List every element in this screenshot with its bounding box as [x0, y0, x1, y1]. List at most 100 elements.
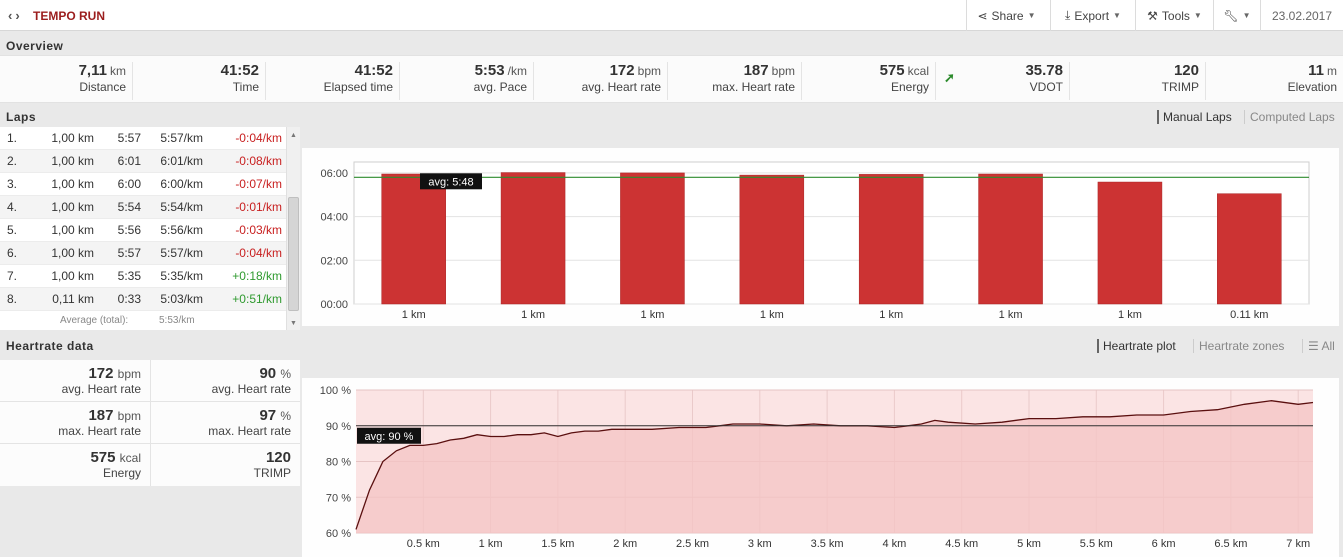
lap-pace-diff: -0:03/km [235, 223, 282, 237]
tools-button[interactable]: ⚒ Tools ▼ [1135, 0, 1213, 31]
value: 172 [88, 365, 114, 382]
plot-area [353, 161, 1310, 305]
lap-bar [500, 172, 566, 305]
lap-distance: 1,00 km [51, 246, 94, 260]
y-tick-label: 80 % [326, 457, 351, 469]
overview-vdot: 35.78 VDOT [936, 62, 1070, 100]
lap-index: 4. [7, 200, 18, 214]
overview-panel: 7,11 km Distance 41:52 Time 41:52 Elapse… [0, 55, 1343, 103]
scroll-down-icon[interactable]: ▼ [290, 320, 297, 327]
lap-row[interactable]: 7. 1,00 km 5:35 5:35/km +0:18/km [0, 265, 286, 288]
heartrate-zones-toggle[interactable]: Heartrate zones [1193, 339, 1284, 353]
label: VDOT [1029, 80, 1063, 94]
chevron-down-icon: ▼ [1242, 11, 1251, 20]
x-tick-label: 1.5 km [541, 538, 574, 550]
lap-pace-diff: -0:01/km [235, 200, 282, 214]
scroll-thumb[interactable] [288, 197, 299, 311]
unit: % [280, 409, 291, 423]
lap-distance: 1,00 km [51, 177, 94, 191]
y-tick-label: 60 % [326, 528, 351, 540]
hr-avg-percent: 90 % avg. Heart rate [150, 360, 300, 402]
x-tick-label: 0.11 km [1230, 309, 1268, 321]
x-tick-label: 7 km [1286, 538, 1310, 550]
unit: /km [507, 64, 527, 78]
lap-index: 2. [7, 154, 18, 168]
lap-row[interactable]: 3. 1,00 km 6:00 6:00/km -0:07/km [0, 173, 286, 196]
unit: m [1327, 64, 1337, 78]
lap-distance: 1,00 km [51, 131, 94, 145]
lap-bar [739, 174, 805, 305]
lap-distance: 0,11 km [52, 292, 94, 306]
computed-laps-toggle[interactable]: Computed Laps [1244, 110, 1335, 124]
label: TRIMP [253, 466, 291, 480]
lap-row[interactable]: 6. 1,00 km 5:57 5:57/km -0:04/km [0, 242, 286, 265]
value: 90 [259, 365, 277, 382]
value: 41:52 [354, 62, 393, 79]
laps-scrollbar[interactable]: ▲ ▼ [286, 127, 300, 330]
label: Elapsed time [323, 80, 393, 94]
overview-distance: 7,11 km Distance [0, 62, 133, 100]
x-tick-label: 4.5 km [945, 538, 978, 550]
lap-distance: 1,00 km [51, 154, 94, 168]
label: Time [232, 80, 259, 94]
y-tick-label: 90 % [326, 421, 351, 433]
lap-index: 7. [7, 269, 18, 283]
heartrate-area-chart: 0.5 km 1 km 1.5 km 2 km 2.5 km 3 km 3.5 km 4 km… [320, 385, 1314, 550]
average-label: avg: 90 % [365, 431, 414, 443]
scroll-up-icon[interactable]: ▲ [290, 132, 297, 139]
average-label: avg: 5:48 [428, 176, 473, 188]
lap-time: 5:35 [117, 269, 141, 283]
unit: kcal [119, 451, 141, 465]
lap-row[interactable]: 4. 1,00 km 5:54 5:54/km -0:01/km [0, 196, 286, 219]
heartrate-area [356, 400, 1313, 533]
lap-time: 5:57 [117, 131, 141, 145]
lap-pace-diff: +0:18/km [232, 269, 282, 283]
overview-avg-heart-rate: 172 bpm avg. Heart rate [534, 62, 668, 100]
lap-pace-diff: -0:04/km [235, 131, 282, 145]
lap-pace-diff: +0:51/km [232, 292, 282, 306]
lap-bar [1097, 181, 1163, 305]
share-button[interactable]: ⋖ Share ▼ [966, 0, 1046, 31]
value: 575 [879, 62, 905, 79]
x-tick-label: 4 km [882, 538, 906, 550]
lap-bar [858, 174, 924, 305]
x-tick-label: 5.5 km [1080, 538, 1113, 550]
lap-bar [620, 172, 685, 305]
lap-row[interactable]: 1. 1,00 km 5:57 5:57/km -0:04/km [0, 127, 286, 150]
x-tick-label: 3 km [748, 538, 772, 550]
hr-divider [150, 360, 151, 486]
hr-max-percent: 97 % max. Heart rate [150, 402, 300, 444]
heartrate-title: Heartrate data [6, 339, 94, 353]
wrench-menu-button[interactable]: 🔧︎ ▼ [1213, 0, 1260, 31]
manual-laps-toggle[interactable]: Manual Laps [1157, 110, 1232, 124]
magic-wand-icon: ⚒ [1147, 8, 1158, 23]
laps-chart-container: 00:00 02:00 04:00 06:00 1 km 1 km 1 km 1 km 1 km… [302, 148, 1339, 326]
overview-avg-pace: 5:53 /km avg. Pace [400, 62, 534, 100]
lap-distance: 1,00 km [51, 269, 94, 283]
lap-row[interactable]: 5. 1,00 km 5:56 5:56/km -0:03/km [0, 219, 286, 242]
value: 41:52 [220, 62, 259, 79]
laps-title: Laps [6, 110, 37, 124]
heartrate-plot-toggle[interactable]: Heartrate plot [1097, 339, 1176, 353]
lap-index: 6. [7, 246, 18, 260]
unit: bpm [117, 409, 141, 423]
hr-avg-bpm: 172 bpm avg. Heart rate [0, 360, 150, 402]
export-button[interactable]: ⤓ Export ▼ [1050, 0, 1135, 31]
export-label: Export [1074, 8, 1110, 23]
lap-index: 3. [7, 177, 18, 191]
label: avg. Heart rate [581, 80, 661, 94]
lap-row[interactable]: 8. 0,11 km 0:33 5:03/km +0:51/km [0, 288, 286, 311]
lap-time: 6:00 [117, 177, 141, 191]
heartrate-all-toggle[interactable]: ☰ All [1302, 339, 1335, 353]
prev-next-arrows-icon[interactable]: ‹› [8, 8, 23, 23]
activity-date: 23.02.2017 [1260, 0, 1343, 31]
y-tick-label: 04:00 [320, 212, 348, 224]
lap-index: 8. [7, 292, 18, 306]
lap-row[interactable]: 2. 1,00 km 6:01 6:01/km -0:08/km [0, 150, 286, 173]
lap-pace: 5:57/km [160, 246, 203, 260]
x-tick-label: 1 km [521, 309, 545, 321]
laps-average-value: 5:53/km [159, 315, 195, 326]
lap-pace-diff: -0:08/km [235, 154, 282, 168]
y-tick-label: 70 % [326, 492, 351, 504]
overview-max-heart-rate: 187 bpm max. Heart rate [668, 62, 802, 100]
